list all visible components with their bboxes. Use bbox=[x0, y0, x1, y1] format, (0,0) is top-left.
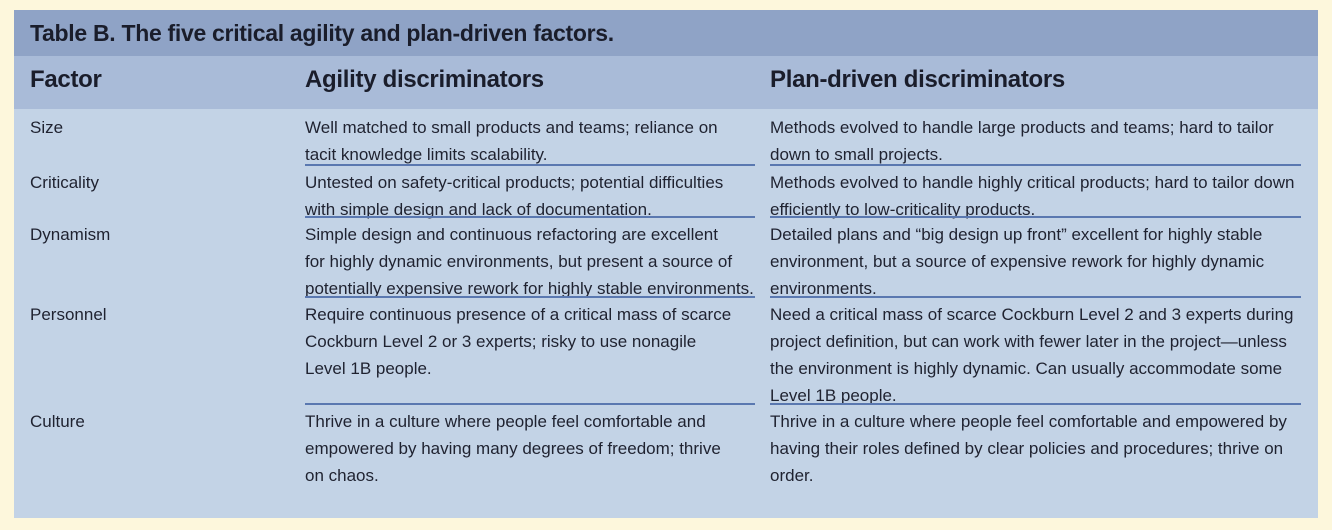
plan-driven-cell: Thrive in a culture where people feel co… bbox=[770, 408, 1287, 489]
plan-driven-cell: Detailed plans and “big design up front”… bbox=[770, 221, 1264, 302]
table-row: Personnel Require continuous presence of… bbox=[14, 296, 1318, 405]
cell-line: efficiently to low-criticality products. bbox=[770, 200, 1036, 219]
cell-line: Cockburn Level 2 or 3 experts; risky to … bbox=[305, 332, 697, 351]
cell-line: Thrive in a culture where people feel co… bbox=[770, 412, 1287, 431]
cell-line: project definition, but can work with fe… bbox=[770, 332, 1287, 351]
table-row: Criticality Untested on safety-critical … bbox=[14, 164, 1318, 219]
cell-line: Level 1B people. bbox=[305, 359, 432, 378]
cell-line: Methods evolved to handle large products… bbox=[770, 118, 1274, 137]
agility-cell: Untested on safety-critical products; po… bbox=[305, 169, 723, 223]
row-divider bbox=[770, 296, 1301, 298]
plan-driven-cell: Methods evolved to handle highly critica… bbox=[770, 169, 1294, 223]
agility-cell: Simple design and continuous refactoring… bbox=[305, 221, 754, 302]
row-divider bbox=[770, 403, 1301, 405]
cell-line: down to small projects. bbox=[770, 145, 943, 164]
table-row: Culture Thrive in a culture where people… bbox=[14, 403, 1318, 493]
cell-line: Untested on safety-critical products; po… bbox=[305, 173, 724, 192]
cell-line: Require continuous presence of a critica… bbox=[305, 305, 732, 324]
row-divider bbox=[770, 216, 1301, 218]
cell-line: Simple design and continuous refactoring… bbox=[305, 225, 718, 244]
table-title: Table B. The five critical agility and p… bbox=[30, 20, 614, 46]
row-divider bbox=[305, 216, 755, 218]
factor-cell: Personnel bbox=[30, 305, 107, 324]
cell-line: for highly dynamic environments, but pre… bbox=[305, 252, 733, 271]
factor-cell: Size bbox=[30, 118, 64, 137]
table-panel: Table B. The five critical agility and p… bbox=[14, 10, 1318, 518]
plan-driven-cell: Need a critical mass of scarce Cockburn … bbox=[770, 301, 1293, 409]
cell-line: Level 1B people. bbox=[770, 386, 897, 405]
agility-cell: Require continuous presence of a critica… bbox=[305, 301, 731, 382]
cell-line: environments. bbox=[770, 279, 877, 298]
row-divider bbox=[305, 403, 755, 405]
table-header-row: Factor Agility discriminators Plan-drive… bbox=[14, 56, 1318, 109]
row-divider bbox=[305, 164, 755, 166]
factor-cell: Culture bbox=[30, 412, 85, 431]
column-header-agility: Agility discriminators bbox=[305, 66, 544, 93]
cell-line: order. bbox=[770, 466, 814, 485]
cell-line: with simple design and lack of documenta… bbox=[305, 200, 652, 219]
cell-line: Methods evolved to handle highly critica… bbox=[770, 173, 1295, 192]
cell-line: Well matched to small products and teams… bbox=[305, 118, 718, 137]
cell-line: having their roles defined by clear poli… bbox=[770, 439, 1284, 458]
column-header-plan-driven: Plan-driven discriminators bbox=[770, 66, 1065, 93]
cell-line: Detailed plans and “big design up front”… bbox=[770, 225, 1263, 244]
cell-line: environment, but a source of expensive r… bbox=[770, 252, 1265, 271]
row-divider bbox=[305, 296, 755, 298]
table-row: Size Well matched to small products and … bbox=[14, 109, 1318, 164]
cell-line: the environment is highly dynamic. Can u… bbox=[770, 359, 1283, 378]
factor-cell: Dynamism bbox=[30, 225, 111, 244]
cell-line: tacit knowledge limits scalability. bbox=[305, 145, 548, 164]
cell-line: Need a critical mass of scarce Cockburn … bbox=[770, 305, 1294, 324]
cell-line: on chaos. bbox=[305, 466, 379, 485]
agility-cell: Well matched to small products and teams… bbox=[305, 114, 718, 168]
plan-driven-cell: Methods evolved to handle large products… bbox=[770, 114, 1274, 168]
agility-cell: Thrive in a culture where people feel co… bbox=[305, 408, 721, 489]
cell-line: empowered by having many degrees of free… bbox=[305, 439, 721, 458]
row-divider bbox=[770, 164, 1301, 166]
cell-line: Thrive in a culture where people feel co… bbox=[305, 412, 706, 431]
table-title-bar: Table B. The five critical agility and p… bbox=[14, 10, 1318, 56]
column-header-factor: Factor bbox=[30, 66, 102, 93]
table-row: Dynamism Simple design and continuous re… bbox=[14, 216, 1318, 298]
cell-line: potentially expensive rework for highly … bbox=[305, 279, 754, 298]
factor-cell: Criticality bbox=[30, 173, 99, 192]
